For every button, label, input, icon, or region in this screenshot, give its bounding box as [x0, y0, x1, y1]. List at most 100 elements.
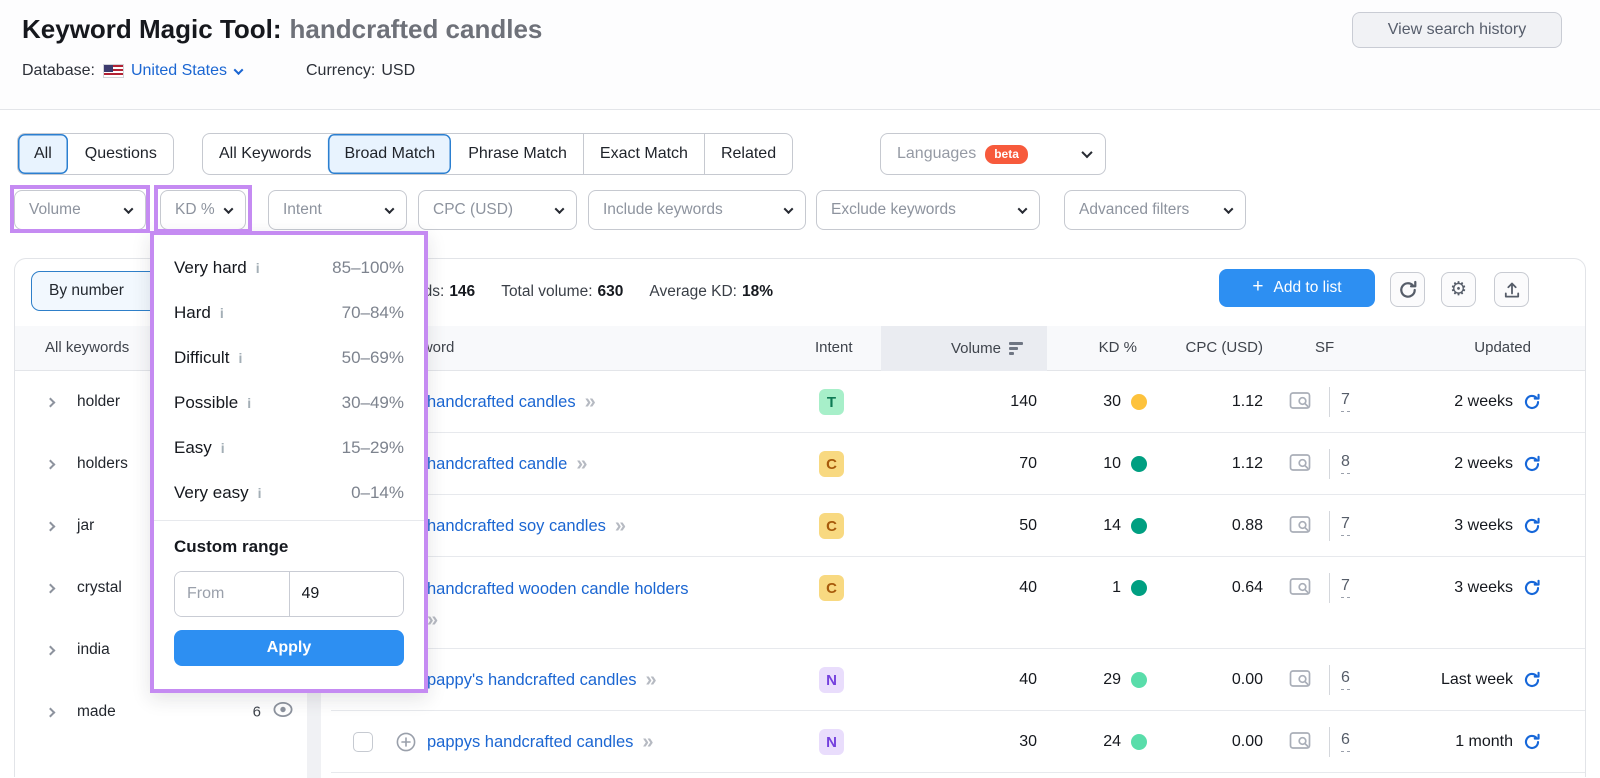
eye-icon[interactable] [271, 701, 295, 723]
volume-value: 50 [1019, 517, 1037, 534]
kd-option-very-easy[interactable]: Very easy i 0–14% [174, 482, 404, 502]
serp-preview-icon[interactable] [1289, 577, 1313, 602]
sf-link[interactable]: 7 [1341, 577, 1350, 598]
apply-button[interactable]: Apply [174, 630, 404, 666]
add-to-list-button[interactable]: + Add to list [1219, 269, 1375, 307]
stat-total-volume: Total volume: 630 [501, 283, 624, 300]
tab-all-keywords[interactable]: All Keywords [219, 145, 312, 162]
info-icon[interactable]: i [219, 304, 224, 321]
kd-option-easy[interactable]: Easy i 15–29% [174, 437, 404, 457]
info-icon[interactable]: i [257, 484, 262, 501]
kd-option-possible[interactable]: Possible i 30–49% [174, 392, 404, 412]
sf-link[interactable]: 7 [1341, 391, 1350, 412]
serp-preview-icon[interactable] [1289, 391, 1313, 416]
chevron-right-icon [45, 641, 56, 659]
filter-kd[interactable]: KD % [160, 190, 246, 230]
tab-questions[interactable]: Questions [84, 145, 157, 162]
open-keyword-icon[interactable]: » [645, 668, 657, 691]
filter-advanced[interactable]: Advanced filters [1064, 190, 1246, 230]
kd-value: 30 [1103, 393, 1121, 410]
add-keyword-icon[interactable] [395, 731, 417, 758]
filter-volume[interactable]: Volume [14, 190, 146, 230]
open-keyword-icon[interactable]: » [614, 514, 626, 537]
chevron-down-icon [223, 203, 234, 214]
cpc-value: 1.12 [1231, 393, 1263, 410]
info-icon[interactable]: i [238, 349, 243, 366]
table-row: handcrafted candle» C 70 10 1.12 8 2 wee… [331, 433, 1585, 495]
tab-phrase-match[interactable]: Phrase Match [468, 145, 567, 162]
column-intent[interactable]: Intent [815, 339, 853, 356]
table-row: pappy's handcrafted candles» N 40 29 0.0… [331, 649, 1585, 711]
view-search-history-button[interactable]: View search history [1352, 12, 1562, 48]
keyword-link[interactable]: handcrafted candles» [427, 390, 596, 413]
keyword-link[interactable]: handcrafted wooden candle holders [427, 579, 689, 598]
group-count: 6 [252, 703, 261, 721]
chevron-down-icon [233, 64, 244, 75]
tab-related[interactable]: Related [703, 134, 792, 174]
sidebar-item-made[interactable]: made 6 [15, 681, 305, 743]
keyword-link[interactable]: pappy's handcrafted candles» [427, 668, 657, 691]
refresh-metrics-icon[interactable] [1523, 733, 1541, 756]
open-keyword-icon[interactable]: » [642, 730, 653, 753]
languages-dropdown[interactable]: Languages beta [880, 133, 1106, 175]
sidebar-item-holder[interactable]: holder [15, 371, 305, 433]
kd-value: 10 [1103, 455, 1121, 472]
filter-include-keywords[interactable]: Include keywords [588, 190, 806, 230]
kd-from-input[interactable] [175, 572, 289, 616]
refresh-metrics-icon[interactable] [1523, 393, 1541, 416]
row-checkbox[interactable] [353, 732, 373, 752]
serp-preview-icon[interactable] [1289, 515, 1313, 540]
settings-button[interactable]: ⚙ [1441, 272, 1476, 307]
info-icon[interactable]: i [255, 259, 260, 276]
column-updated[interactable]: Updated [1474, 339, 1531, 356]
sidebar-header-all-keywords[interactable]: All keywords [45, 339, 130, 356]
kd-option-very-hard[interactable]: Very hard i 85–100% [174, 257, 404, 277]
sf-link[interactable]: 6 [1341, 731, 1350, 752]
refresh-metrics-icon[interactable] [1523, 671, 1541, 694]
filter-intent[interactable]: Intent [268, 190, 407, 230]
kd-to-input[interactable] [289, 572, 403, 616]
sf-link[interactable]: 8 [1341, 453, 1350, 474]
column-sf[interactable]: SF [1315, 339, 1335, 356]
tab-exact-match[interactable]: Exact Match [582, 134, 704, 174]
column-kd[interactable]: KD % [1098, 339, 1137, 356]
filter-exclude-keywords[interactable]: Exclude keywords [816, 190, 1040, 230]
export-button[interactable] [1494, 272, 1529, 307]
keyword-link[interactable]: handcrafted soy candles» [427, 514, 626, 537]
keyword-link[interactable]: pappys handcrafted candles» [427, 730, 654, 753]
refresh-button[interactable] [1390, 272, 1425, 307]
tab-broad-match[interactable]: Broad Match [327, 134, 452, 174]
chevron-down-icon [1223, 203, 1234, 214]
open-keyword-icon[interactable]: » [584, 390, 596, 413]
sidebar-item-india[interactable]: india [15, 619, 305, 681]
info-icon[interactable]: i [247, 394, 252, 411]
sf-link[interactable]: 6 [1341, 669, 1350, 690]
kd-option-difficult[interactable]: Difficult i 50–69% [174, 347, 404, 367]
updated-value: 3 weeks [1454, 579, 1513, 596]
sidebar-item-crystal[interactable]: crystal [15, 557, 305, 619]
serp-preview-icon[interactable] [1289, 731, 1313, 756]
database-selector[interactable]: United States [131, 62, 244, 80]
kd-option-hard[interactable]: Hard i 70–84% [174, 302, 404, 322]
table-row: handcrafted wooden candle holders » C 40… [331, 557, 1585, 649]
sidebar-item-holders[interactable]: holders [15, 433, 305, 495]
refresh-metrics-icon[interactable] [1523, 455, 1541, 478]
open-keyword-icon[interactable]: » [576, 452, 587, 475]
serp-preview-icon[interactable] [1289, 669, 1313, 694]
sidebar-item-jar[interactable]: jar [15, 495, 305, 557]
refresh-metrics-icon[interactable] [1523, 579, 1541, 602]
filter-cpc[interactable]: CPC (USD) [418, 190, 577, 230]
tab-all[interactable]: All [18, 134, 68, 174]
intent-badge: C [819, 575, 844, 601]
sf-link[interactable]: 7 [1341, 515, 1350, 536]
info-icon[interactable]: i [220, 439, 225, 456]
open-keyword-icon[interactable]: » [427, 609, 438, 631]
kd-dot [1131, 734, 1147, 750]
chevron-right-icon [45, 579, 56, 597]
keyword-link[interactable]: handcrafted candle» [427, 452, 588, 475]
serp-preview-icon[interactable] [1289, 453, 1313, 478]
chevron-down-icon [1017, 203, 1028, 214]
refresh-metrics-icon[interactable] [1523, 517, 1541, 540]
column-volume[interactable]: Volume [881, 326, 1047, 371]
column-cpc[interactable]: CPC (USD) [1185, 339, 1264, 356]
